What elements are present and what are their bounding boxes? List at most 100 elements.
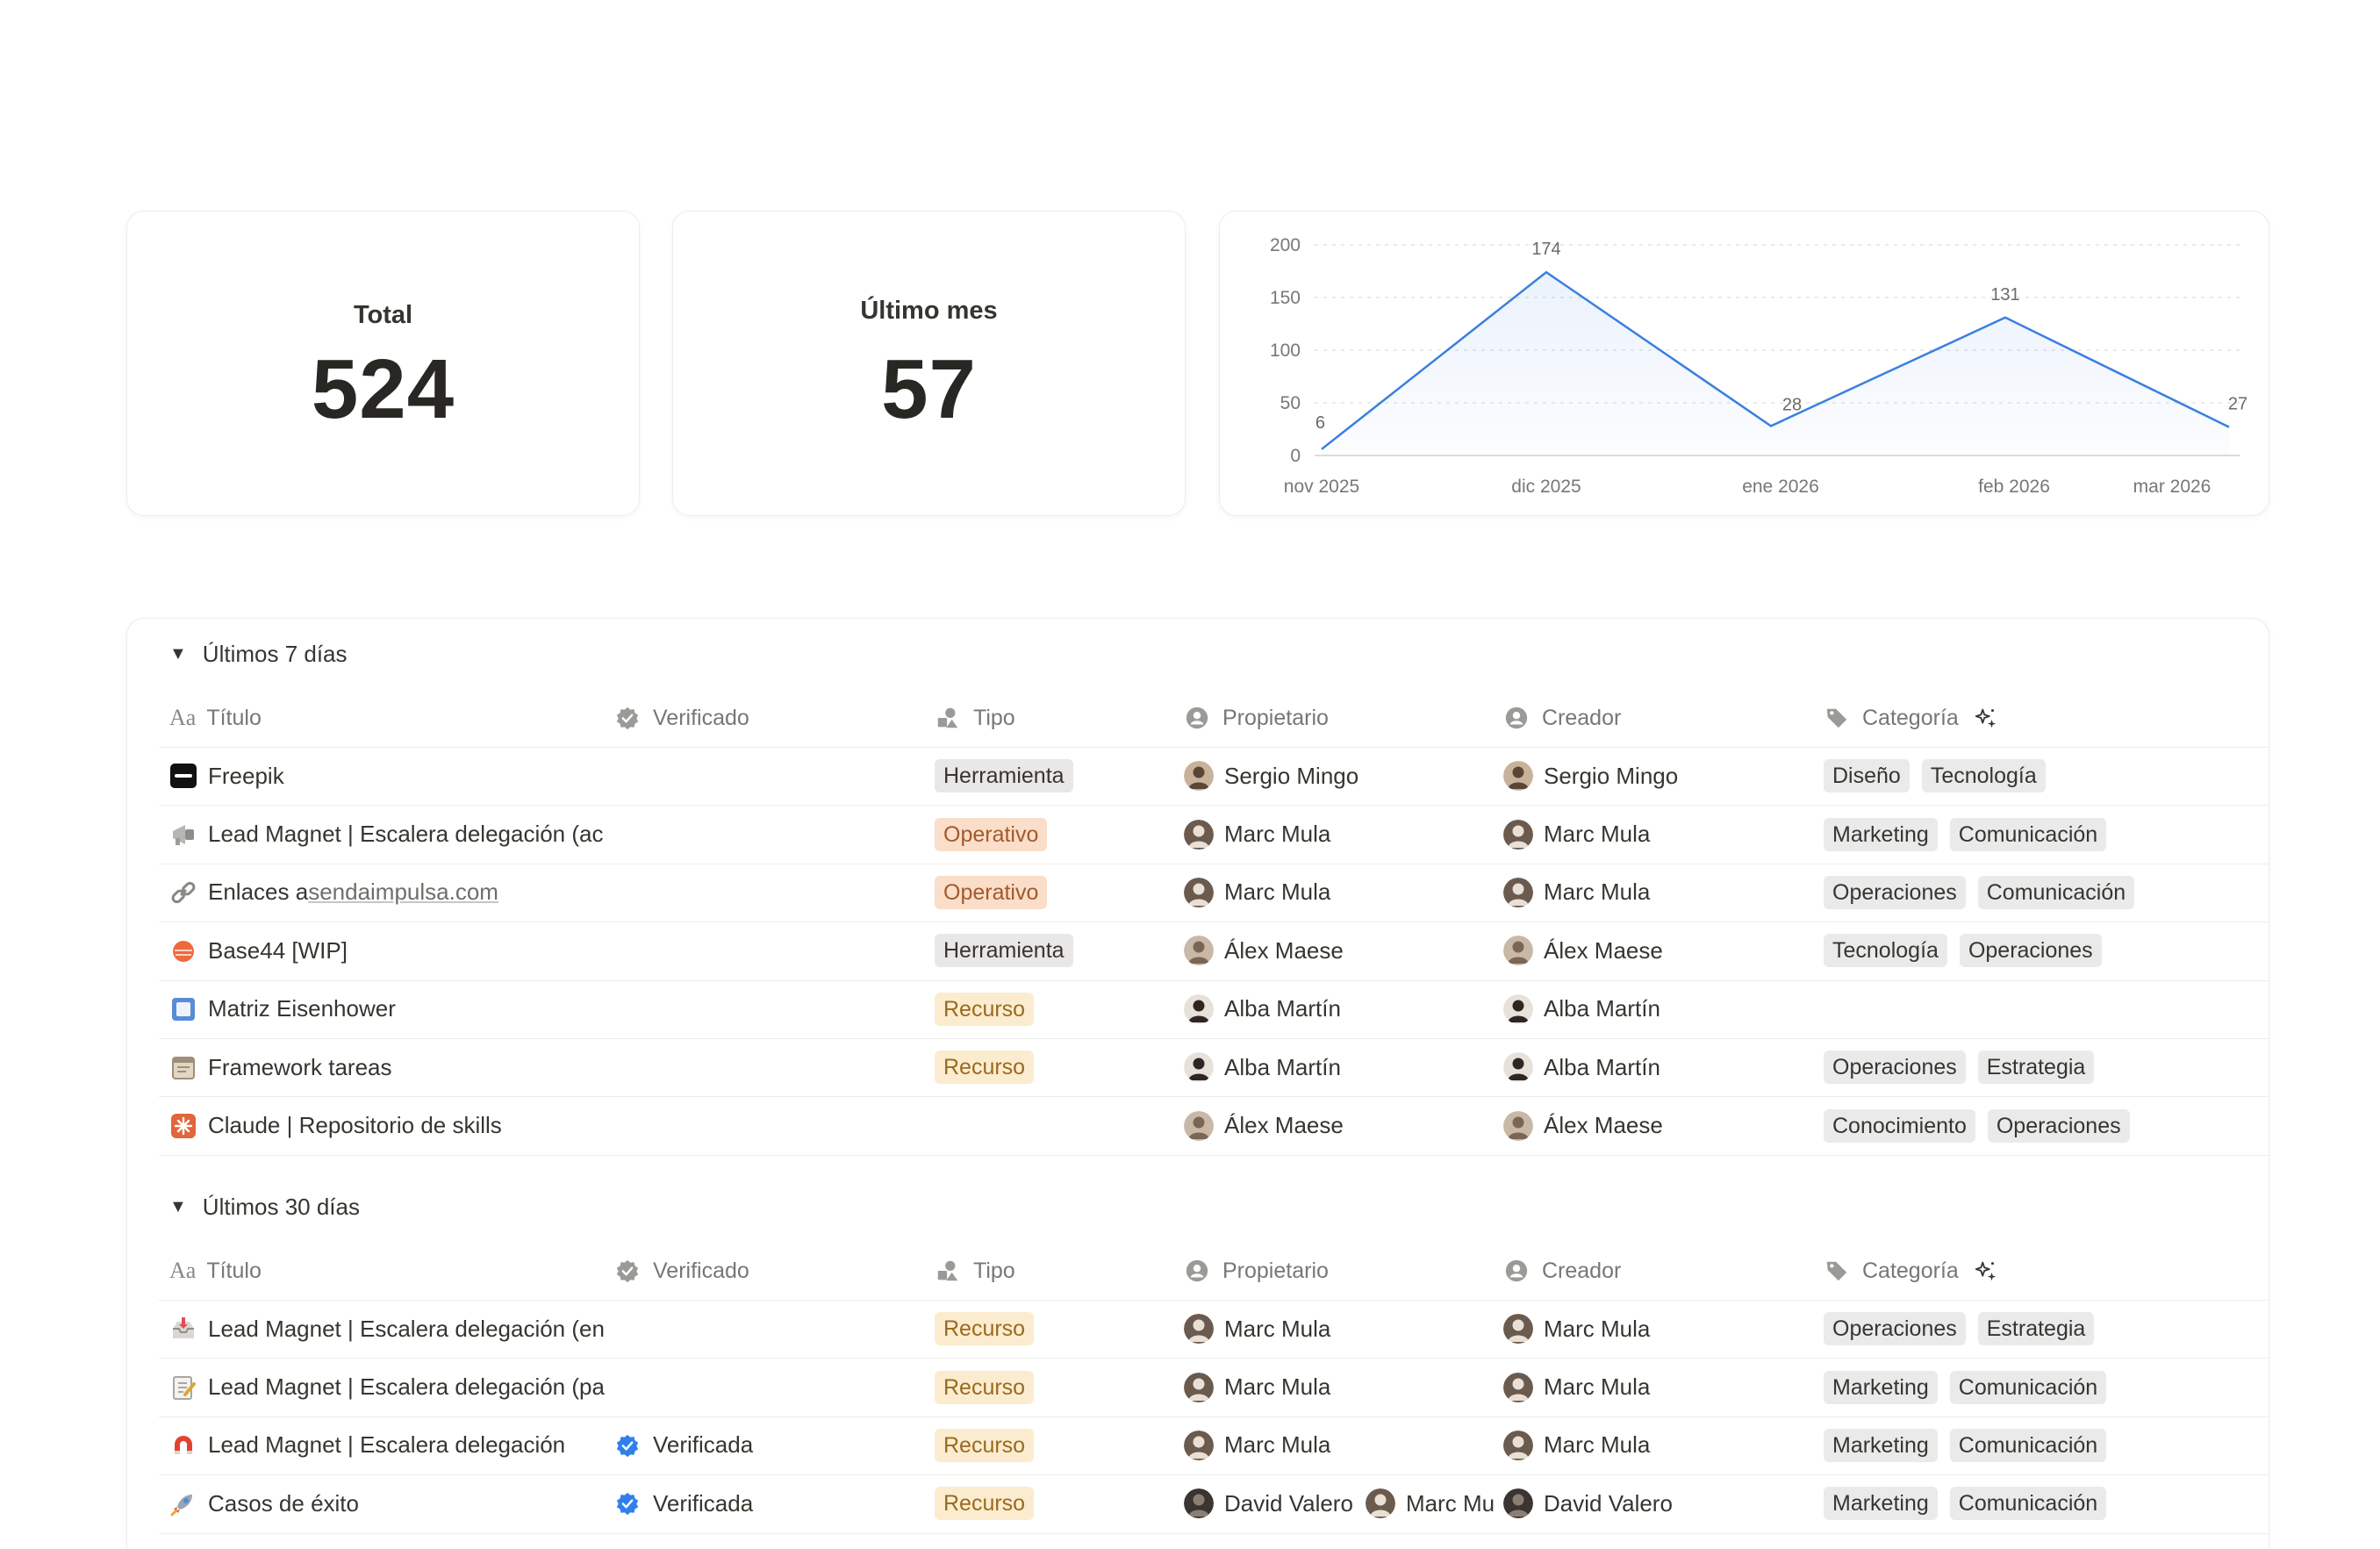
- owner-cell[interactable]: Marc Mula: [1184, 1300, 1495, 1358]
- row-title-link[interactable]: sendaimpulsa.com: [308, 878, 498, 906]
- table-row[interactable]: Lead Magnet | Escalera delegación Verific…: [127, 1416, 2269, 1474]
- column-header-category[interactable]: Categoría: [1824, 1242, 2262, 1300]
- title-cell[interactable]: Lead Magnet | Escalera delegación (pa: [169, 1358, 613, 1416]
- category-cell[interactable]: Operaciones Comunicación: [1824, 864, 2262, 922]
- owner-cell[interactable]: Alba Martín: [1184, 1038, 1495, 1096]
- creator-cell[interactable]: Alba Martín: [1503, 1038, 1810, 1096]
- owner-cell[interactable]: Sergio Mingo: [1184, 747, 1495, 805]
- column-header-type[interactable]: Tipo: [935, 689, 1172, 747]
- person-chip: Álex Maese: [1503, 936, 1663, 966]
- owner-cell[interactable]: Marc Mula: [1184, 1358, 1495, 1416]
- type-cell[interactable]: Recurso: [935, 1358, 1172, 1416]
- ai-autofill-icon[interactable]: [1973, 705, 1999, 731]
- column-header-label: Categoría: [1862, 1258, 1959, 1283]
- category-cell[interactable]: Marketing Comunicación: [1824, 805, 2262, 863]
- creator-cell[interactable]: Marc Mula: [1503, 1416, 1810, 1474]
- column-header-verified[interactable]: Verificado: [614, 689, 921, 747]
- type-cell[interactable]: Herramienta: [935, 922, 1172, 979]
- table-row[interactable]: Casos de éxito Verificada Recurso David Val…: [127, 1474, 2269, 1532]
- title-cell[interactable]: Base44 [WIP]: [169, 922, 613, 979]
- table-row[interactable]: Enlaces a sendaimpulsa.com Operativo Marc …: [127, 864, 2269, 922]
- owner-cell[interactable]: Alba Martín: [1184, 980, 1495, 1038]
- creator-cell[interactable]: Marc Mula: [1503, 1358, 1810, 1416]
- owner-cell[interactable]: Álex Maese: [1184, 1096, 1495, 1154]
- table-row[interactable]: Freepik Herramienta Sergio Mingo Sergio Min…: [127, 747, 2269, 805]
- category-cell[interactable]: Diseño Tecnología: [1824, 747, 2262, 805]
- type-cell[interactable]: Recurso: [935, 1300, 1172, 1358]
- data-label: 6: [1315, 413, 1325, 433]
- category-cell[interactable]: Marketing Comunicación: [1824, 1416, 2262, 1474]
- table-row[interactable]: Matriz Eisenhower Recurso Alba Martín Alba …: [127, 980, 2269, 1038]
- person-name: Marc Mula: [1224, 821, 1331, 848]
- freepik-logo-icon: [169, 762, 197, 790]
- category-tag: Conocimiento: [1824, 1108, 1975, 1143]
- column-header-owner[interactable]: Propietario: [1184, 1242, 1495, 1300]
- column-header-title[interactable]: Aa Título: [169, 1242, 604, 1300]
- group-header[interactable]: ▼ Últimos 30 días: [169, 1194, 360, 1221]
- category-cell[interactable]: Marketing Comunicación: [1824, 1474, 2262, 1532]
- column-header-creator[interactable]: Creador: [1503, 689, 1810, 747]
- creator-cell[interactable]: Marc Mula: [1503, 1300, 1810, 1358]
- type-cell[interactable]: Operativo: [935, 805, 1172, 863]
- table-row[interactable]: Lead Magnet | Escalera delegación (ac Ope…: [127, 805, 2269, 863]
- person-name: Marc Mu: [1405, 1489, 1495, 1517]
- title-cell[interactable]: Framework tareas: [169, 1038, 613, 1096]
- owner-cell[interactable]: Marc Mula: [1184, 805, 1495, 863]
- ai-autofill-icon[interactable]: [1973, 1258, 1999, 1284]
- category-cell[interactable]: Operaciones Estrategia: [1824, 1300, 2262, 1358]
- type-cell[interactable]: Herramienta: [935, 747, 1172, 805]
- title-cell[interactable]: Claude | Repositorio de skills: [169, 1096, 613, 1154]
- avatar: [1184, 761, 1214, 792]
- title-cell[interactable]: Lead Magnet | Escalera delegación (ac: [169, 805, 613, 863]
- type-cell[interactable]: Recurso: [935, 980, 1172, 1038]
- creator-cell[interactable]: Sergio Mingo: [1503, 747, 1810, 805]
- creator-cell[interactable]: Álex Maese: [1503, 922, 1810, 979]
- owner-cell[interactable]: Marc Mula: [1184, 1416, 1495, 1474]
- column-header-title[interactable]: Aa Título: [169, 689, 604, 747]
- title-cell[interactable]: Enlaces a sendaimpulsa.com: [169, 864, 613, 922]
- owner-cell[interactable]: Álex Maese: [1184, 922, 1495, 979]
- creator-cell[interactable]: David Valero: [1503, 1474, 1810, 1532]
- owner-cell[interactable]: Marc Mula: [1184, 864, 1495, 922]
- category-cell[interactable]: Marketing Comunicación: [1824, 1358, 2262, 1416]
- owner-cell[interactable]: David Valero Marc Mu: [1184, 1474, 1495, 1532]
- type-cell[interactable]: Recurso: [935, 1474, 1172, 1532]
- column-header-creator[interactable]: Creador: [1503, 1242, 1810, 1300]
- creator-cell[interactable]: Álex Maese: [1503, 1096, 1810, 1154]
- table-row[interactable]: Base44 [WIP] Herramienta Álex Maese Álex Ma…: [127, 922, 2269, 979]
- group-header[interactable]: ▼ Últimos 7 días: [169, 641, 348, 668]
- title-cell[interactable]: Lead Magnet | Escalera delegación: [169, 1416, 613, 1474]
- category-cell[interactable]: Operaciones Estrategia: [1824, 1038, 2262, 1096]
- category-tag: Marketing: [1824, 817, 1938, 851]
- category-tag: Comunicación: [1949, 817, 2107, 851]
- type-cell[interactable]: Recurso: [935, 1416, 1172, 1474]
- table-row[interactable]: Claude | Repositorio de skills Álex Maese…: [127, 1096, 2269, 1154]
- table-row[interactable]: Lead Magnet | Escalera delegación (pa Rec…: [127, 1358, 2269, 1416]
- table-row[interactable]: Framework tareas Recurso Alba Martín Alba M…: [127, 1038, 2269, 1096]
- title-cell[interactable]: Matriz Eisenhower: [169, 980, 613, 1038]
- verified-cell[interactable]: Verificada: [614, 1474, 921, 1532]
- category-cell[interactable]: Tecnología Operaciones: [1824, 922, 2262, 979]
- category-cell[interactable]: [1824, 980, 2262, 1038]
- collapse-triangle-icon[interactable]: ▼: [169, 644, 187, 663]
- column-header-verified[interactable]: Verificado: [614, 1242, 921, 1300]
- type-cell[interactable]: Recurso: [935, 1038, 1172, 1096]
- verified-cell[interactable]: Verificada: [614, 1416, 921, 1474]
- creator-cell[interactable]: Marc Mula: [1503, 805, 1810, 863]
- column-header-type[interactable]: Tipo: [935, 1242, 1172, 1300]
- creator-cell[interactable]: Marc Mula: [1503, 864, 1810, 922]
- column-header-label: Tipo: [973, 705, 1015, 730]
- title-cell[interactable]: Lead Magnet | Escalera delegación (en: [169, 1300, 613, 1358]
- column-header-category[interactable]: Categoría: [1824, 689, 2262, 747]
- row-title: Casos de éxito: [208, 1489, 359, 1517]
- person-name: Marc Mula: [1544, 1373, 1651, 1401]
- table-row[interactable]: Lead Magnet | Escalera delegación (en Rec…: [127, 1300, 2269, 1358]
- title-cell[interactable]: Casos de éxito: [169, 1474, 613, 1532]
- category-cell[interactable]: Conocimiento Operaciones: [1824, 1096, 2262, 1154]
- type-cell[interactable]: Operativo: [935, 864, 1172, 922]
- row-divider: [159, 1154, 2269, 1156]
- creator-cell[interactable]: Alba Martín: [1503, 980, 1810, 1038]
- column-header-owner[interactable]: Propietario: [1184, 689, 1495, 747]
- collapse-triangle-icon[interactable]: ▼: [169, 1197, 187, 1216]
- title-cell[interactable]: Freepik: [169, 747, 613, 805]
